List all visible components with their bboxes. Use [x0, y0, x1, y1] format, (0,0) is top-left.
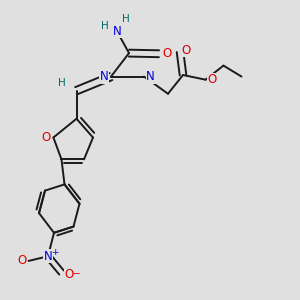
Text: N: N — [44, 250, 52, 263]
Text: O: O — [64, 268, 74, 281]
Text: H: H — [122, 14, 130, 24]
Text: N: N — [146, 70, 155, 83]
Text: N: N — [112, 25, 122, 38]
Text: −: − — [72, 269, 81, 279]
Text: N: N — [100, 70, 109, 83]
Text: O: O — [17, 254, 26, 267]
Text: H: H — [58, 78, 65, 88]
Text: O: O — [208, 73, 217, 86]
Text: O: O — [41, 131, 50, 144]
Text: +: + — [51, 248, 59, 257]
Text: H: H — [101, 21, 109, 31]
Text: O: O — [182, 44, 190, 56]
Text: O: O — [162, 47, 171, 60]
